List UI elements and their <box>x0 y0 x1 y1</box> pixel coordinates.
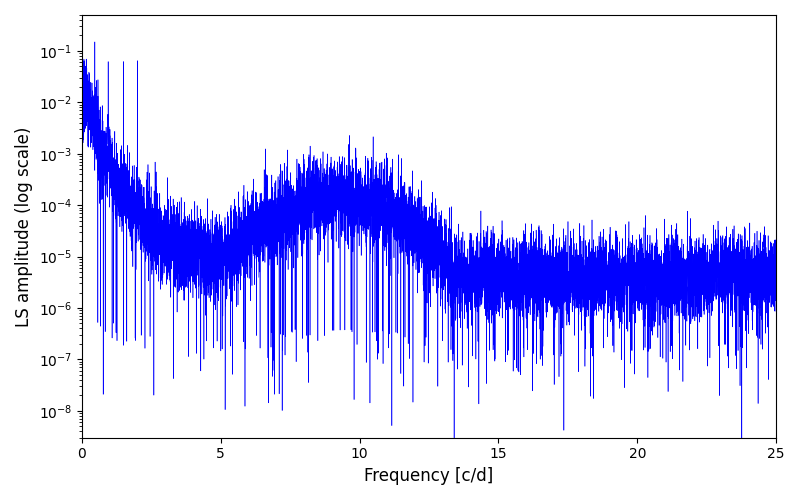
Y-axis label: LS amplitude (log scale): LS amplitude (log scale) <box>15 126 33 326</box>
X-axis label: Frequency [c/d]: Frequency [c/d] <box>364 467 494 485</box>
